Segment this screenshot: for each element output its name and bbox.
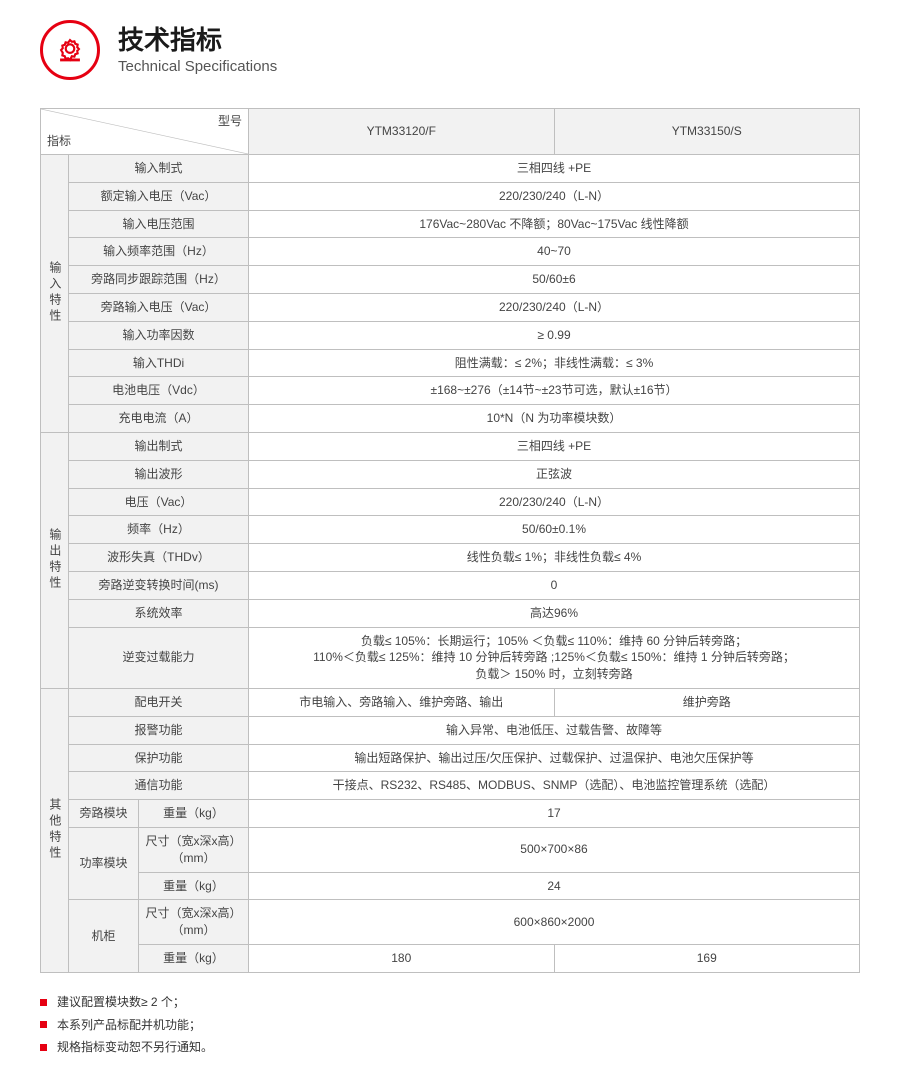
section-input: 输入特性 [41,155,69,433]
model-2: YTM33150/S [554,109,860,155]
section-output: 输出特性 [41,432,69,688]
corner-cell: 指标 型号 [41,109,249,155]
title-cn: 技术指标 [118,25,277,56]
model-1: YTM33120/F [249,109,554,155]
bullet-icon [40,1044,47,1051]
bullet-icon [40,999,47,1006]
note-text: 建议配置模块数≥ 2 个； [57,991,185,1014]
section-other: 其他特性 [41,688,69,972]
row-axis-label: 指标 [47,133,71,150]
notes: 建议配置模块数≥ 2 个； 本系列产品标配并机功能； 规格指标变动恕不另行通知。 [40,991,860,1059]
note-text: 规格指标变动恕不另行通知。 [57,1036,213,1059]
bullet-icon [40,1021,47,1028]
title-en: Technical Specifications [118,58,277,75]
spec-table: 指标 型号 YTM33120/F YTM33150/S 输入特性 输入制式 三相… [40,108,860,973]
gear-icon [40,20,100,80]
header: 技术指标 Technical Specifications [40,20,860,80]
note-text: 本系列产品标配并机功能； [57,1014,201,1037]
col-axis-label: 型号 [218,113,242,130]
